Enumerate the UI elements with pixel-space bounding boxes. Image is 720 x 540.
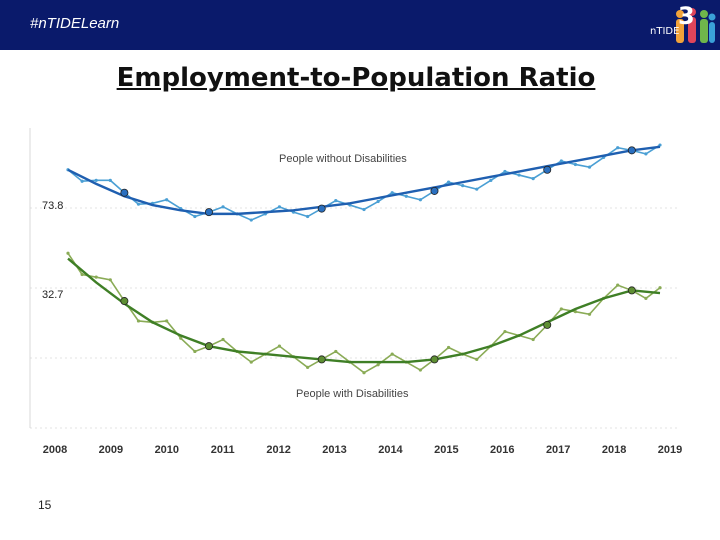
series-point [616,283,620,287]
series-point [616,146,620,150]
series-point [461,184,465,188]
series-point [390,352,394,356]
x-tick-label: 2012 [266,444,290,456]
series-point [475,357,479,362]
series-point [334,199,338,203]
highlight-point [430,186,439,195]
series-point [531,337,535,342]
series-point [94,275,98,279]
series-point [66,251,70,255]
series-point [489,178,493,182]
x-tick-label: 2013 [322,444,346,456]
series-point [306,214,310,219]
series-point [136,319,141,323]
series-point [80,179,84,183]
series-point [376,199,380,204]
series-point [165,198,169,202]
series-label-without: People without Disabilities [279,153,407,165]
highlight-point [120,297,129,306]
highlight-point [430,355,439,364]
series-point [418,368,422,372]
x-tick-label: 2010 [155,444,179,456]
x-tick-label: 2019 [658,444,682,456]
highlight-point [543,320,552,329]
series-point [193,214,197,219]
highlight-point [627,286,636,295]
series-point [136,202,141,206]
x-tick-label: 2018 [602,444,626,456]
series-point [446,180,451,184]
series-point [362,371,366,375]
x-tick-label: 2009 [99,444,123,456]
series-point [334,349,338,354]
series-point [221,205,225,209]
series-point [587,312,592,316]
series-point [94,178,98,182]
series-point [165,319,169,323]
series-point [362,207,366,212]
series-line-1 [67,252,661,374]
series-point [475,187,479,191]
trend-line-0 [67,145,661,216]
highlight-point [317,355,326,364]
x-tick-label: 2014 [378,444,403,456]
series-point [108,178,112,182]
employment-chart: People without Disabilities People with … [29,128,682,456]
highlight-point [317,204,326,213]
highlight-point [204,342,213,351]
x-tick-label: 2008 [43,444,67,456]
start-value-with: 32.7 [42,289,63,301]
series-point [446,345,451,350]
series-point [559,307,563,311]
series-point [517,173,521,177]
highlight-point [627,146,636,155]
logo-text: nTIDE [650,26,680,37]
series-point [573,162,578,167]
hashtag-label: #nTIDELearn [30,15,120,32]
series-point [644,152,648,156]
series-point [573,310,578,314]
series-point [644,296,648,300]
x-tick-label: 2011 [211,444,235,456]
series-point [80,272,84,277]
series-point [376,363,380,367]
highlight-point [204,208,213,217]
series-point [658,286,662,290]
series-point [193,349,197,354]
series-point [587,165,592,169]
ntide-logo: nTIDE 3 [640,2,716,48]
series-point [404,194,408,198]
header-bar: #nTIDELearn nTIDE 3 [0,0,720,50]
series-point [108,278,112,282]
series-point [277,205,282,209]
ntide-logo-graphic [676,8,716,43]
slide-number: 15 [38,498,52,512]
series-point [306,365,310,369]
series-point [418,198,422,202]
series-point [559,159,563,163]
x-tick-label: 2016 [490,444,514,456]
series-point [390,191,394,195]
series-point [221,337,225,342]
slide-title: Employment-to-Population Ratio [116,63,596,93]
x-tick-label: 2015 [434,444,458,456]
trend-line-1 [67,257,661,364]
series-point [503,329,507,334]
series-point [179,336,183,340]
highlight-point [543,165,552,174]
highlight-point [120,188,129,197]
logo-number: 3 [678,2,695,30]
x-tick-label: 2017 [546,444,570,456]
start-value-without: 73.8 [42,200,63,212]
series-point [249,218,253,222]
series-point [277,344,282,348]
series-point [249,360,253,364]
series-label-with: People with Disabilities [296,388,409,400]
series-point [531,176,535,181]
series-point [503,169,507,174]
